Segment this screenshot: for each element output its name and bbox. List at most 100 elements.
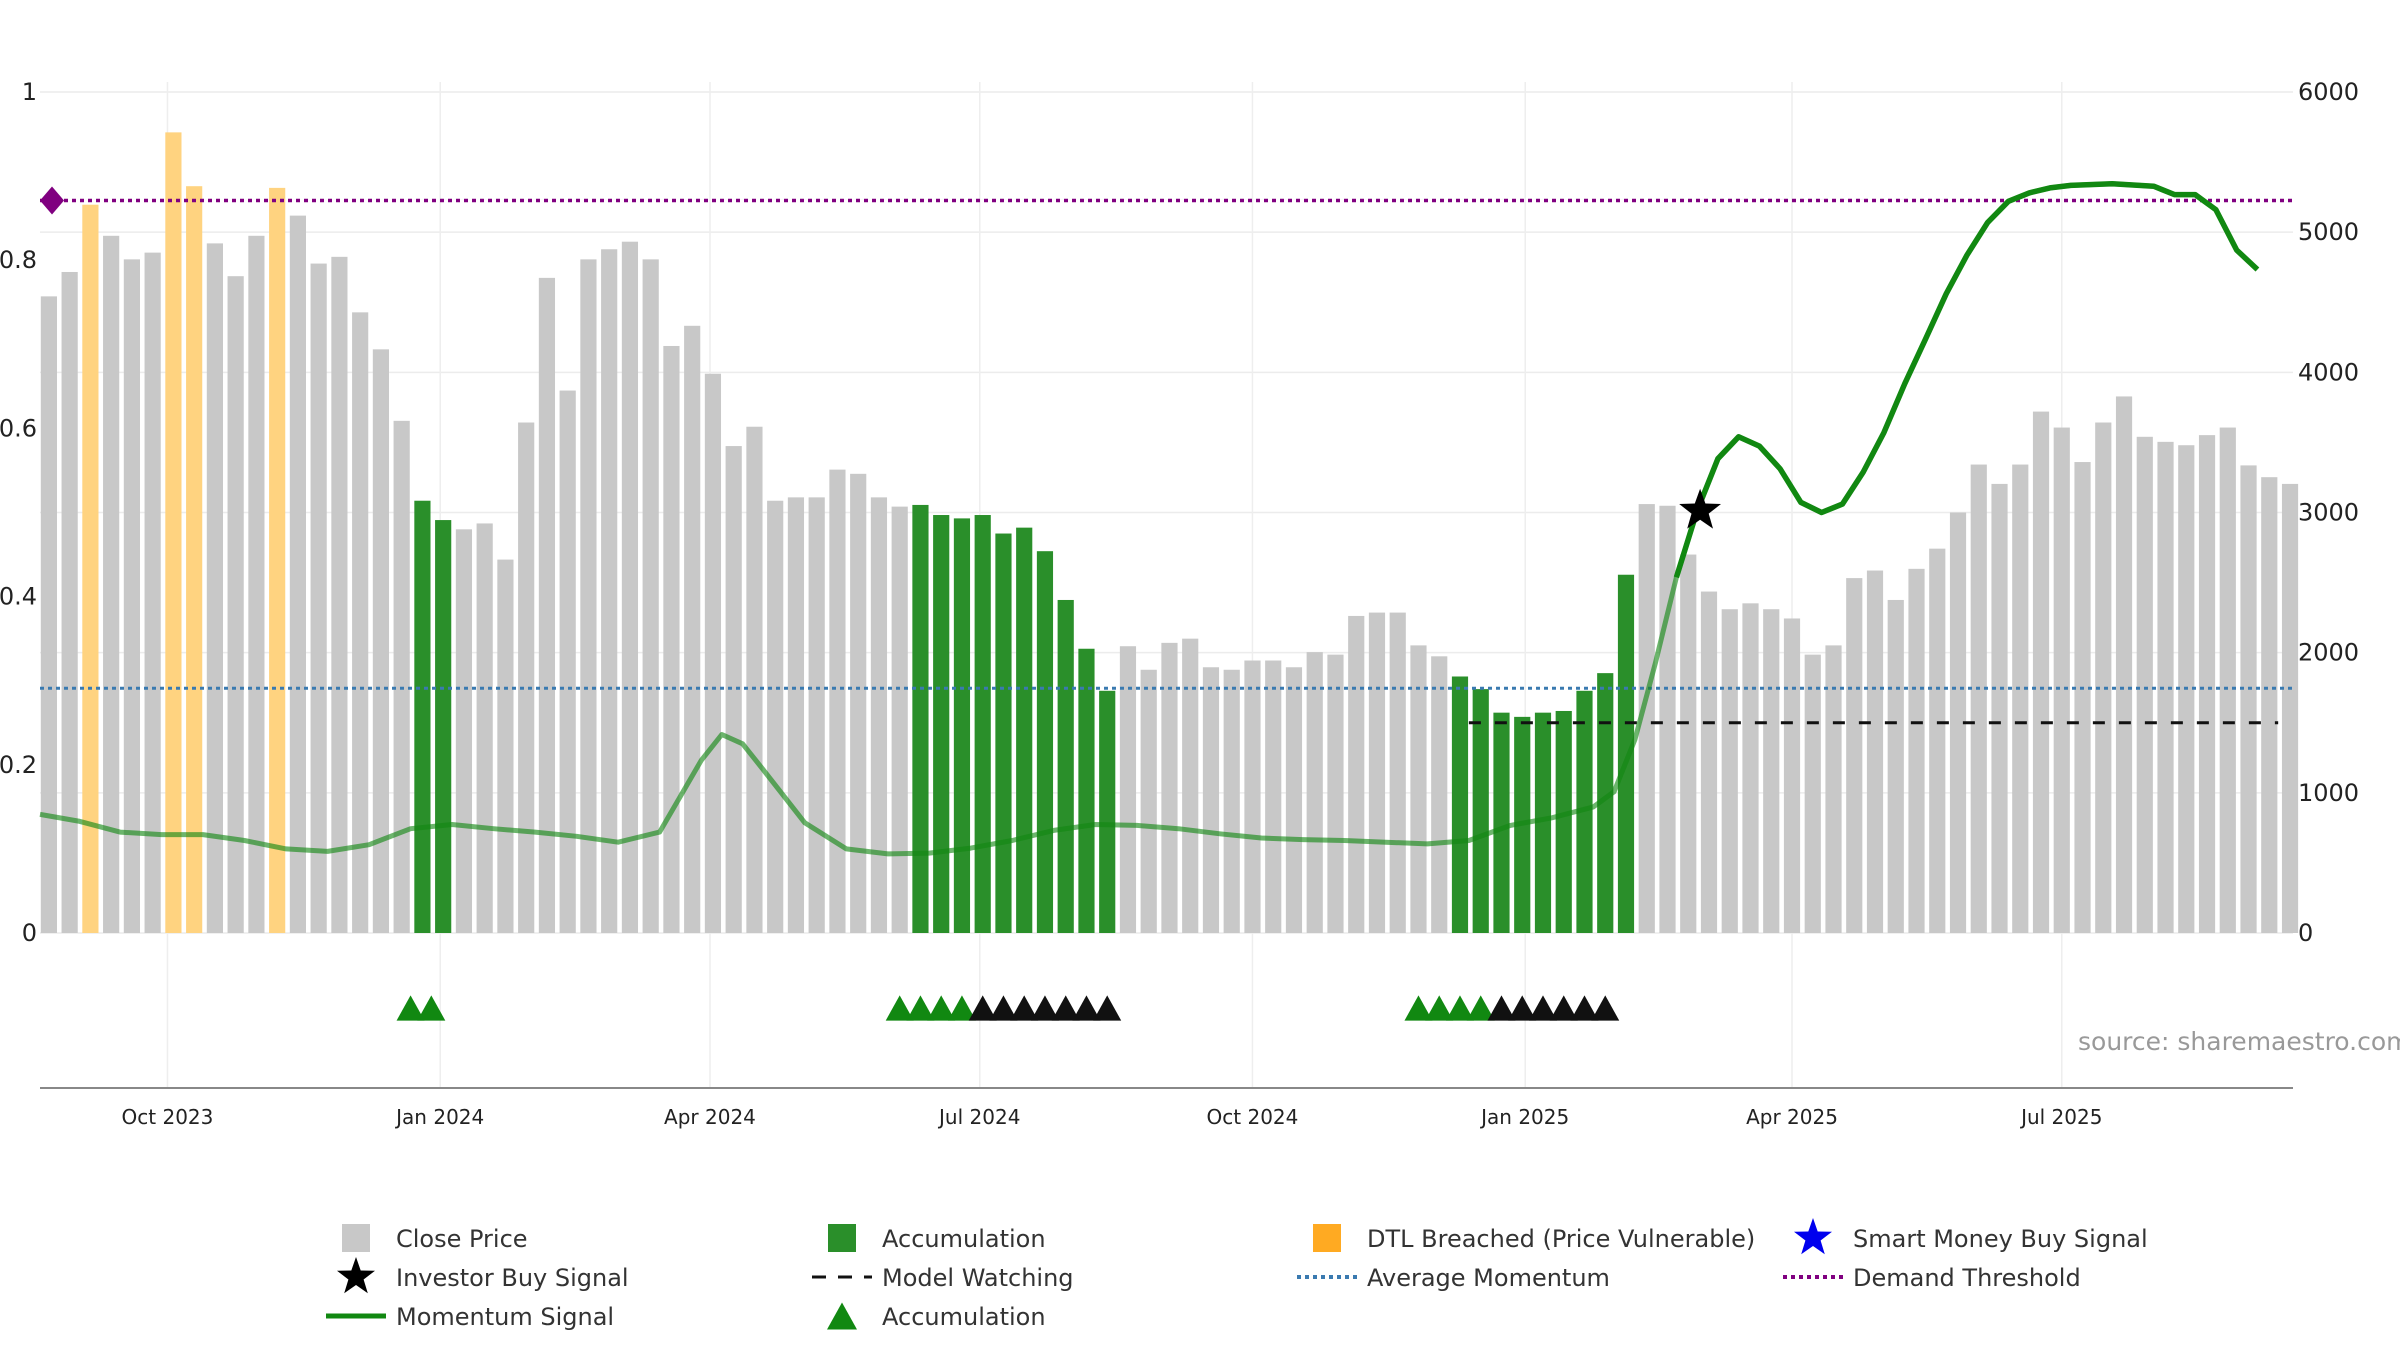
- legend-item: Investor Buy Signal: [337, 1257, 629, 1294]
- accumulation-marker-green: [927, 995, 956, 1021]
- accumulation-marker-green: [417, 995, 446, 1021]
- bar-green: [1451, 676, 1469, 933]
- bar-gray: [1202, 667, 1220, 933]
- bar-gray: [372, 349, 390, 933]
- accumulation-marker-black: [1072, 995, 1101, 1021]
- bar-gray: [123, 259, 140, 933]
- bar-gray: [2157, 441, 2174, 933]
- bar-gray: [1680, 554, 1697, 933]
- legend-label: Average Momentum: [1367, 1264, 1610, 1292]
- bar-gray: [663, 345, 680, 933]
- bar-gray: [1368, 612, 1386, 933]
- accumulation-marker-green: [885, 995, 914, 1021]
- legend-label: Demand Threshold: [1853, 1264, 2081, 1292]
- accumulation-marker-black: [1487, 995, 1516, 1021]
- bar-gray: [1949, 512, 1967, 933]
- bar-gray: [2074, 462, 2091, 933]
- bar-gray: [1659, 505, 1676, 933]
- accumulation-marker-black: [1508, 995, 1537, 1021]
- bar-gray: [891, 506, 908, 933]
- bar-gray: [1846, 578, 1863, 933]
- legend-label: Close Price: [396, 1225, 528, 1253]
- bar-gray: [601, 249, 618, 934]
- bar-gray: [2032, 411, 2050, 934]
- bar-orange: [186, 186, 203, 933]
- bar-gray: [684, 325, 701, 934]
- right-axis-tick: 4000: [2298, 358, 2359, 386]
- accumulation-marker-black: [1570, 995, 1599, 1021]
- legend-label: Investor Buy Signal: [396, 1264, 629, 1292]
- bar-green: [1555, 710, 1572, 933]
- bar-gray: [476, 523, 493, 933]
- bar-green: [414, 500, 431, 933]
- momentum-line-strong: [1673, 180, 2260, 579]
- bar-gray: [1866, 570, 1884, 933]
- accumulation-marker-green: [1404, 995, 1433, 1021]
- x-axis-tick: Jul 2025: [2019, 1105, 2102, 1129]
- bar-green: [1099, 690, 1116, 933]
- accumulation-marker-green: [396, 995, 425, 1021]
- legend-item: Average Momentum: [1297, 1264, 1610, 1292]
- investor-buy-star: [1679, 488, 1721, 529]
- accumulation-marker-black: [1051, 995, 1080, 1021]
- bar-gray: [227, 276, 244, 934]
- right-axis-tick: 5000: [2298, 218, 2359, 246]
- bar-green: [974, 515, 991, 933]
- bar-green: [1597, 673, 1614, 933]
- bar-gray: [1119, 646, 1137, 933]
- x-axis: Oct 2023 Jan 2024 Apr 2024 Jul 2024 Oct 2024…: [40, 1087, 2293, 1129]
- bar-gray: [103, 235, 120, 933]
- source-label: source: sharemaestro.com: [2078, 1027, 2400, 1056]
- x-axis-tick: Oct 2023: [122, 1105, 214, 1129]
- bar-orange: [165, 132, 182, 934]
- accumulation-marker-green: [1425, 995, 1454, 1021]
- left-axis-tick: 1: [22, 78, 37, 106]
- bar-gray: [1410, 645, 1427, 933]
- accumulation-marker-green: [947, 995, 976, 1021]
- bar-green: [995, 533, 1012, 933]
- bar-gray: [2053, 427, 2070, 933]
- bar-green: [1617, 574, 1635, 933]
- bar-gray: [455, 529, 473, 933]
- bar-gray: [1285, 667, 1303, 933]
- x-axis-tick: Jul 2024: [937, 1105, 1020, 1129]
- bar-gray: [2115, 396, 2133, 933]
- bar-gray: [1721, 609, 1738, 933]
- bar-gray: [518, 422, 535, 933]
- bar-gray: [40, 296, 57, 933]
- bar-gray: [2012, 464, 2029, 933]
- legend-label: DTL Breached (Price Vulnerable): [1367, 1225, 1755, 1253]
- bar-gray: [2198, 435, 2216, 933]
- bar-gray: [1804, 654, 1821, 933]
- left-axis-tick: 0: [22, 919, 37, 947]
- bar-gray: [1929, 548, 1946, 933]
- legend: Close Price Accumulation DTL Breached (Pri…: [326, 1218, 2148, 1331]
- accumulation-marker-black: [1030, 995, 1059, 1021]
- left-axis-tick: 0.8: [0, 246, 37, 274]
- right-axis: 0 1000 2000 3000 4000 5000 6000: [2298, 78, 2359, 947]
- bar-gray: [746, 426, 763, 933]
- bar-gray: [1161, 642, 1178, 933]
- bar-gray: [206, 243, 223, 933]
- bar-gray: [642, 259, 659, 933]
- bar-green: [1472, 689, 1489, 933]
- bar-gray: [1700, 591, 1718, 933]
- legend-star-icon: [337, 1257, 375, 1294]
- bar-green: [435, 520, 452, 933]
- accumulation-marker-black: [968, 995, 997, 1021]
- bar-gray: [331, 256, 348, 933]
- legend-label: Momentum Signal: [396, 1303, 614, 1331]
- bar-gray: [1389, 612, 1406, 933]
- legend-swatch: [342, 1224, 370, 1252]
- right-axis-tick: 2000: [2298, 639, 2359, 667]
- bar-gray: [704, 373, 722, 933]
- left-axis-tick: 0.6: [0, 414, 37, 442]
- legend-item: Accumulation: [827, 1302, 1046, 1331]
- legend-triangle-icon: [827, 1302, 857, 1330]
- legend-item: Accumulation: [828, 1224, 1046, 1253]
- bar-green: [933, 515, 950, 933]
- bar-gray: [352, 312, 369, 933]
- bar-gray: [621, 241, 639, 933]
- legend-label: Accumulation: [882, 1303, 1046, 1331]
- bar-gray: [787, 497, 805, 933]
